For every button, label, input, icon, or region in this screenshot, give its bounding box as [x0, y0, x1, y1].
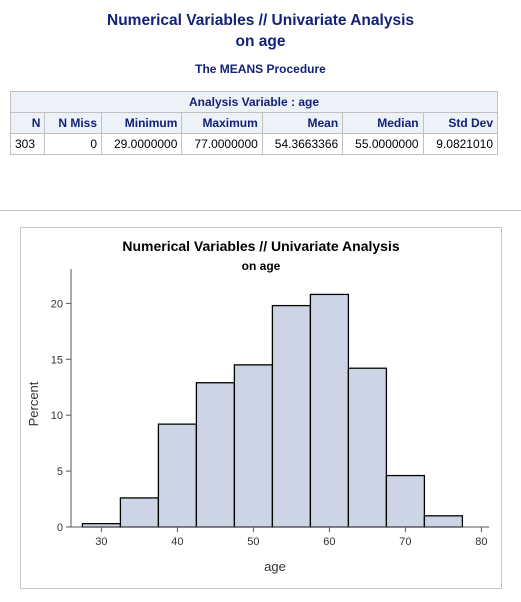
histogram-bar — [423, 515, 464, 528]
means-table: Analysis Variable : age N N Miss Minimum… — [9, 91, 499, 155]
column-header: Maximum — [181, 112, 263, 134]
procedure-name: The MEANS Procedure — [195, 62, 326, 76]
column-header: N — [9, 112, 46, 134]
x-axis-label: age — [264, 559, 286, 574]
histogram-bar — [119, 497, 160, 528]
table-cell: 303 — [9, 133, 46, 155]
chart-title: Numerical Variables // Univariate Analys… — [122, 238, 400, 254]
histogram-bar — [195, 382, 236, 528]
histogram-chart: Numerical Variables // Univariate Analys… — [26, 238, 489, 574]
table-header-row: N N Miss Minimum Maximum Mean Median Std… — [9, 112, 499, 134]
column-header: Mean — [261, 112, 344, 134]
x-tick-label: 70 — [399, 536, 411, 548]
x-tick-label: 40 — [171, 536, 183, 548]
column-header: Minimum — [101, 112, 183, 134]
procedure-title-line1: Numerical Variables // Univariate Analys… — [107, 12, 414, 29]
x-tick-label: 50 — [247, 536, 259, 548]
histogram-frame: Numerical Variables // Univariate Analys… — [20, 227, 502, 589]
y-tick-label: 0 — [57, 522, 63, 534]
procedure-title-line2: on age — [235, 33, 286, 50]
table-cell: 55.0000000 — [342, 133, 424, 155]
table-row: 303 0 29.0000000 77.0000000 54.3663366 5… — [9, 133, 499, 155]
column-header: Std Dev — [422, 112, 499, 134]
histogram-bar — [233, 364, 274, 528]
table-cell: 9.0821010 — [422, 133, 499, 155]
y-tick-label: 15 — [51, 354, 63, 366]
table-cell: 29.0000000 — [101, 133, 183, 155]
y-axis-label: Percent — [26, 381, 41, 426]
histogram-bar — [309, 293, 350, 528]
histogram-bar — [385, 474, 426, 528]
column-header: N Miss — [44, 112, 103, 134]
x-tick-label: 30 — [95, 536, 107, 548]
x-tick-label: 80 — [475, 536, 487, 548]
table-caption-row: Analysis Variable : age — [10, 91, 498, 113]
table-cell: 77.0000000 — [181, 133, 263, 155]
table-cell: 54.3663366 — [261, 133, 344, 155]
table-caption: Analysis Variable : age — [10, 91, 498, 113]
histogram-bar — [157, 423, 198, 528]
section-divider — [0, 210, 521, 211]
histogram-bar — [81, 522, 122, 528]
histogram-bar — [271, 304, 312, 528]
y-tick-label: 10 — [51, 410, 63, 422]
chart-subtitle: on age — [242, 259, 281, 273]
y-tick-label: 20 — [51, 298, 63, 310]
table-cell: 0 — [44, 133, 103, 155]
column-header: Median — [342, 112, 424, 134]
histogram-bar — [347, 367, 388, 528]
y-tick-label: 5 — [57, 466, 63, 478]
x-tick-label: 60 — [323, 536, 335, 548]
